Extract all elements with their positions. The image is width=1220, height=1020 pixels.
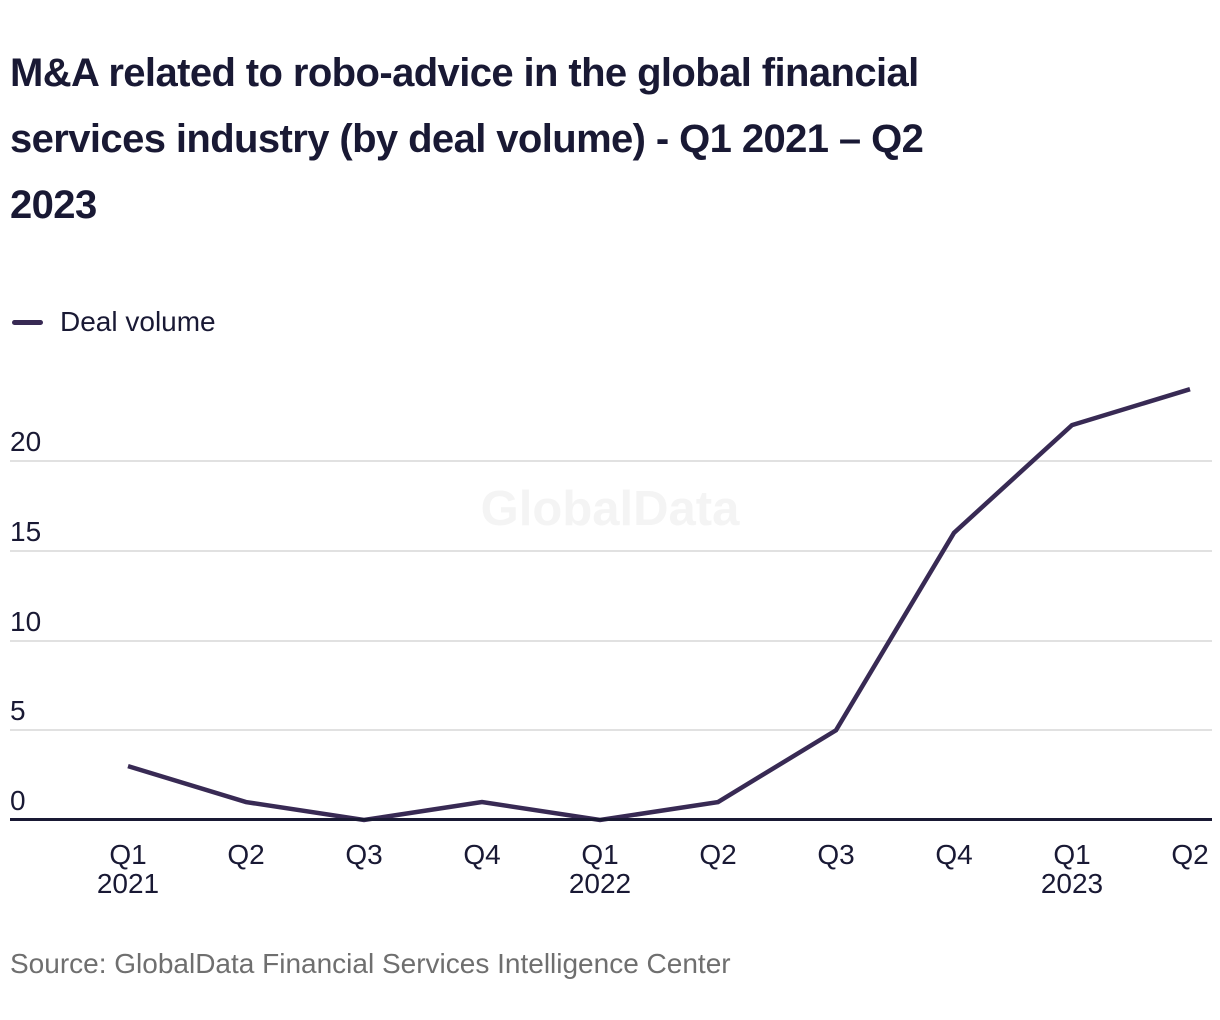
series-line-deal-volume	[127, 387, 1191, 823]
chart-title-line-1: M&A related to robo-advice in the global…	[10, 51, 919, 95]
watermark: GlobalData	[480, 482, 740, 536]
x-tick-label-5: Q2	[699, 839, 737, 870]
y-tick-label-10: 10	[10, 605, 42, 637]
chart-title-line-2: services industry (by deal volume) - Q1 …	[10, 117, 924, 161]
x-tick-label-7: Q4	[935, 839, 973, 870]
gridline-y-5	[10, 729, 1212, 732]
x-year-label-2021: 2021	[96, 868, 160, 899]
y-tick-label-15: 15	[10, 515, 42, 547]
y-tick-label-20: 20	[10, 426, 42, 457]
source-note: Source: GlobalData Financial Services In…	[10, 948, 731, 979]
chart-title-line-3: 2023	[10, 183, 97, 227]
x-year-label-2022: 2022	[568, 868, 632, 899]
x-tick-label-4: Q1	[581, 839, 619, 870]
gridline-y-15	[10, 549, 1212, 552]
x-tick-label-6: Q3	[817, 839, 855, 870]
y-tick-label-5: 5	[10, 695, 26, 727]
x-tick-label-1: Q2	[227, 839, 265, 870]
chart-title: M&A related to robo-advice in the global…	[10, 40, 1190, 238]
x-tick-label-0: Q1	[109, 839, 147, 870]
legend: Deal volume	[12, 306, 216, 338]
x-tick-label-3: Q4	[463, 839, 501, 870]
y-tick-label-0: 0	[10, 785, 26, 816]
gridline-y-20	[10, 460, 1212, 462]
x-axis-line	[10, 818, 1212, 821]
x-tick-label-9: Q2	[1171, 839, 1209, 870]
legend-line-swatch	[12, 319, 43, 325]
legend-label: Deal volume	[60, 306, 216, 337]
x-year-label-2023: 2023	[1040, 868, 1104, 899]
gridline-y-10	[10, 639, 1212, 642]
x-tick-label-8: Q1	[1053, 839, 1091, 870]
x-tick-label-2: Q3	[345, 839, 383, 870]
